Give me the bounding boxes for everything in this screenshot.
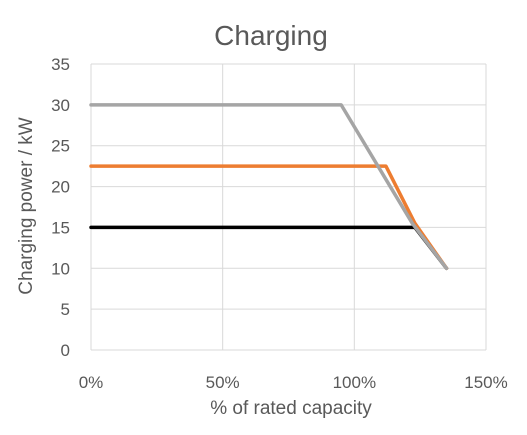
x-tick-label: 150%: [464, 373, 507, 392]
y-axis-ticks: 0 5 10 15 20 25 30 35: [51, 55, 70, 360]
x-tick-label: 50%: [206, 373, 240, 392]
y-tick-label: 20: [51, 178, 70, 197]
chart-title: Charging: [214, 20, 328, 51]
y-tick-label: 0: [61, 341, 70, 360]
y-axis-label: Charging power / kW: [16, 117, 37, 294]
x-tick-label: 0%: [79, 373, 104, 392]
series-line-3: [89, 103, 449, 271]
x-tick-label: 100%: [333, 373, 376, 392]
y-tick-label: 30: [51, 96, 70, 115]
y-tick-label: 35: [51, 55, 70, 74]
gridlines: [90, 63, 487, 351]
y-tick-label: 10: [51, 259, 70, 278]
y-tick-label: 15: [51, 218, 70, 237]
x-axis-label: % of rated capacity: [210, 398, 372, 419]
y-tick-label: 5: [61, 300, 70, 319]
x-axis-ticks: 0% 50% 100% 150%: [79, 373, 508, 392]
y-tick-label: 25: [51, 137, 70, 156]
series-line-1: [89, 225, 449, 271]
series-line-2: [89, 164, 449, 271]
data-series: [89, 103, 449, 271]
